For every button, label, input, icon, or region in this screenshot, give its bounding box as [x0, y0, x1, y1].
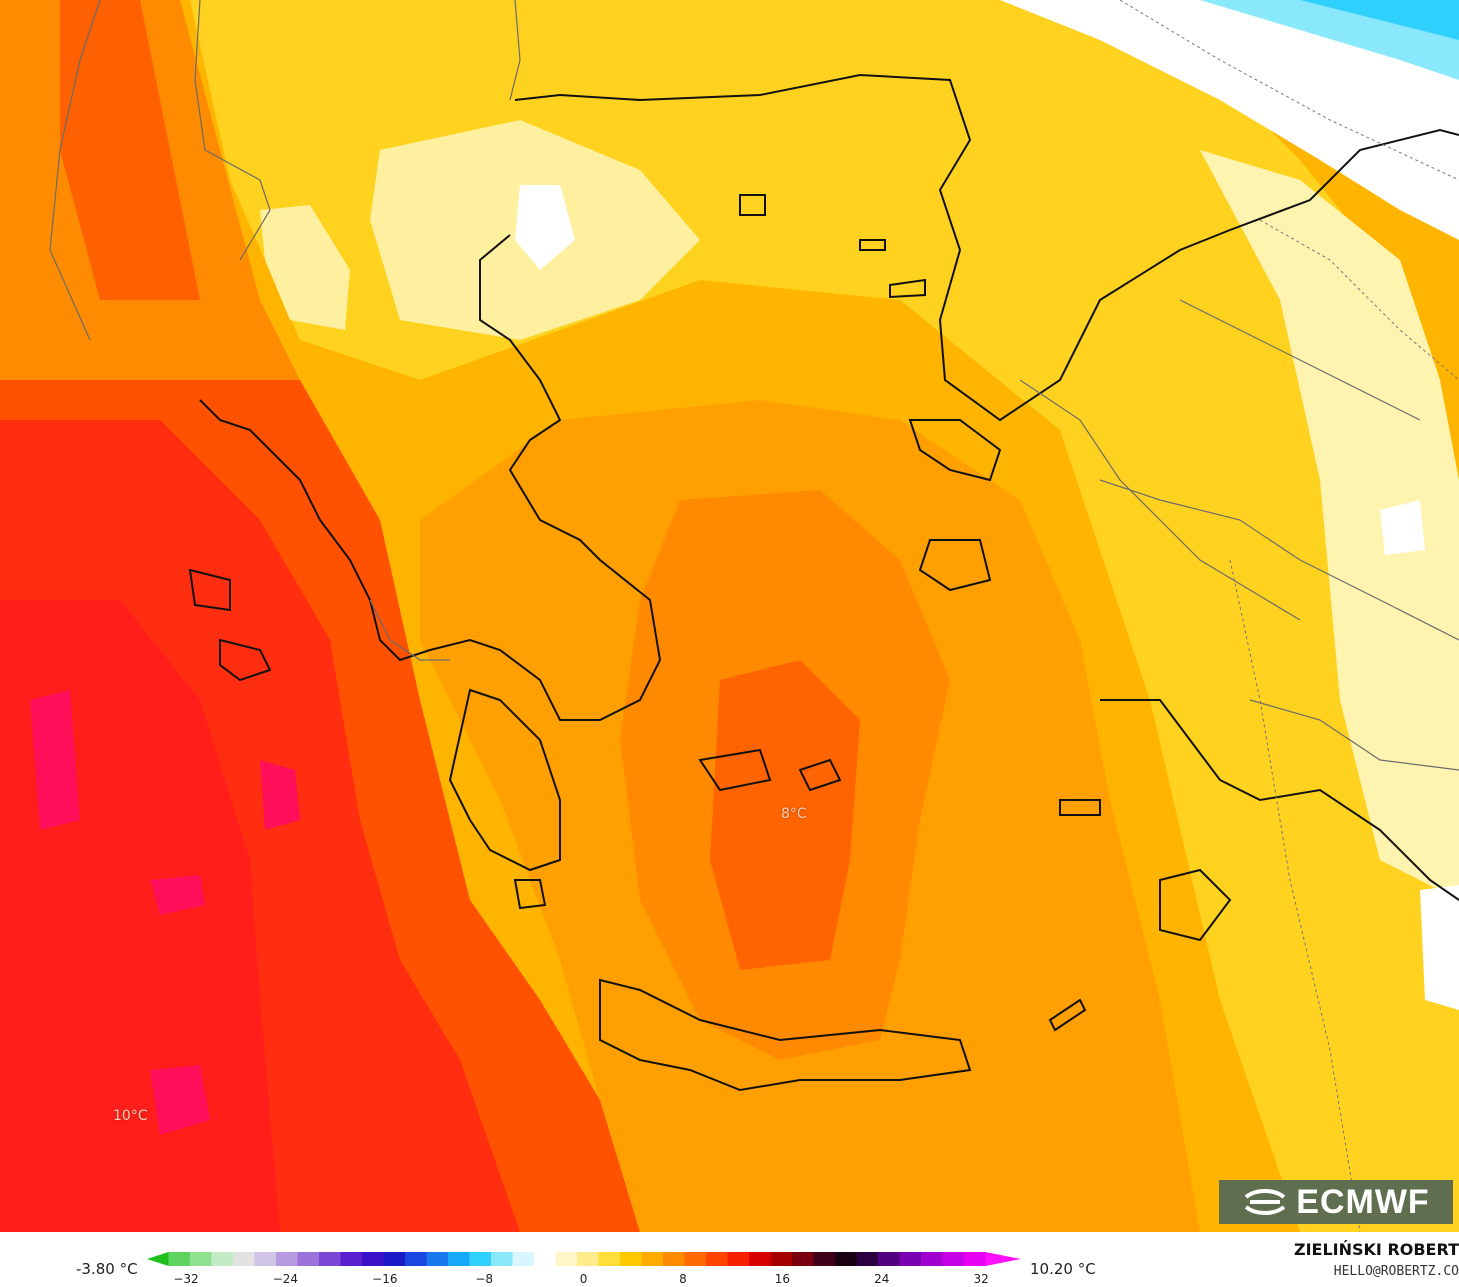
- colorbar-segment: [233, 1252, 255, 1266]
- colorbar-segment: [770, 1252, 793, 1266]
- colorbar-segment: [534, 1252, 556, 1266]
- legend-max-label: 10.20 °C: [1030, 1260, 1096, 1278]
- colorbar-segment: [491, 1252, 513, 1266]
- colorbar-segment: [727, 1252, 750, 1266]
- colorbar-segment: [878, 1252, 900, 1266]
- colorbar-tick-label: −16: [372, 1272, 398, 1286]
- colorbar-segment: [577, 1252, 599, 1266]
- colorbar-tick-label: 32: [973, 1272, 989, 1286]
- colorbar-segment: [168, 1252, 191, 1266]
- ecmwf-logo: ECMWF: [1219, 1180, 1453, 1224]
- colorbar-tick-label: −24: [272, 1272, 299, 1286]
- colorbar-segment: [792, 1252, 814, 1266]
- colorbar-segment: [856, 1252, 879, 1266]
- colorbar-segment: [598, 1252, 621, 1266]
- colorbar-segment: [297, 1252, 320, 1266]
- colorbar-tick-label: −32: [173, 1272, 199, 1286]
- colorbar-segment: [813, 1252, 836, 1266]
- colorbar-segment: [383, 1252, 406, 1266]
- colorbar: [147, 1252, 1021, 1266]
- colorbar-segment: [362, 1252, 384, 1266]
- colorbar-segment: [942, 1252, 965, 1266]
- author-credit: ZIELIŃSKI ROBERT: [1293, 1240, 1459, 1259]
- temperature-map: 8°C 10°C ECMWF: [0, 0, 1459, 1232]
- colorbar-segment: [340, 1252, 363, 1266]
- colorbar-segment: [749, 1252, 771, 1266]
- ecmwf-wave-icon: [1245, 1189, 1286, 1215]
- colorbar-segment: [211, 1252, 234, 1266]
- colorbar-segment: [405, 1252, 427, 1266]
- colorbar-segment: [512, 1252, 535, 1266]
- legend-min-label: -3.80 °C: [76, 1260, 138, 1278]
- colorbar-segment: [620, 1252, 642, 1266]
- colorbar-segment: [254, 1252, 277, 1266]
- colorbar-segment: [469, 1252, 492, 1266]
- colorbar-segment: [190, 1252, 212, 1266]
- colorbar-segment: [426, 1252, 449, 1266]
- colorbar-segment: [706, 1252, 728, 1266]
- colorbar-segment: [835, 1252, 857, 1266]
- colorbar-tick-label: 16: [774, 1272, 791, 1286]
- colorbar-segment: [964, 1252, 986, 1266]
- colorbar-tick-label: 8: [679, 1272, 687, 1286]
- colorbar-tick-label: −8: [475, 1272, 494, 1286]
- author-email: HELLO@ROBERTZ.CO: [1333, 1264, 1459, 1279]
- colorbar-segment: [448, 1252, 470, 1266]
- legend-footer: -3.80 °C −32 −24 −16 −8 0 8 16 24 32 10.20 °C ZI…: [0, 1232, 1459, 1287]
- colorbar-segment: [684, 1252, 707, 1266]
- colorbar-segment: [985, 1252, 1021, 1266]
- colorbar-segment: [921, 1252, 943, 1266]
- colorbar-segment: [555, 1252, 578, 1266]
- colorbar-tick-label: 24: [874, 1272, 890, 1286]
- colorbar-segment: [899, 1252, 922, 1266]
- colorbar-segment: [641, 1252, 664, 1266]
- colorbar-segment: [319, 1252, 341, 1266]
- map-label-aegean: 8°C: [781, 806, 807, 822]
- ecmwf-logo-text: ECMWF: [1296, 1182, 1430, 1221]
- colorbar-segment: [276, 1252, 298, 1266]
- temperature-field: [0, 0, 1459, 1232]
- map-label-ionian: 10°C: [113, 1108, 148, 1124]
- colorbar-segment: [147, 1252, 169, 1266]
- colorbar-segment: [663, 1252, 685, 1266]
- colorbar-tick-label: 0: [579, 1272, 588, 1286]
